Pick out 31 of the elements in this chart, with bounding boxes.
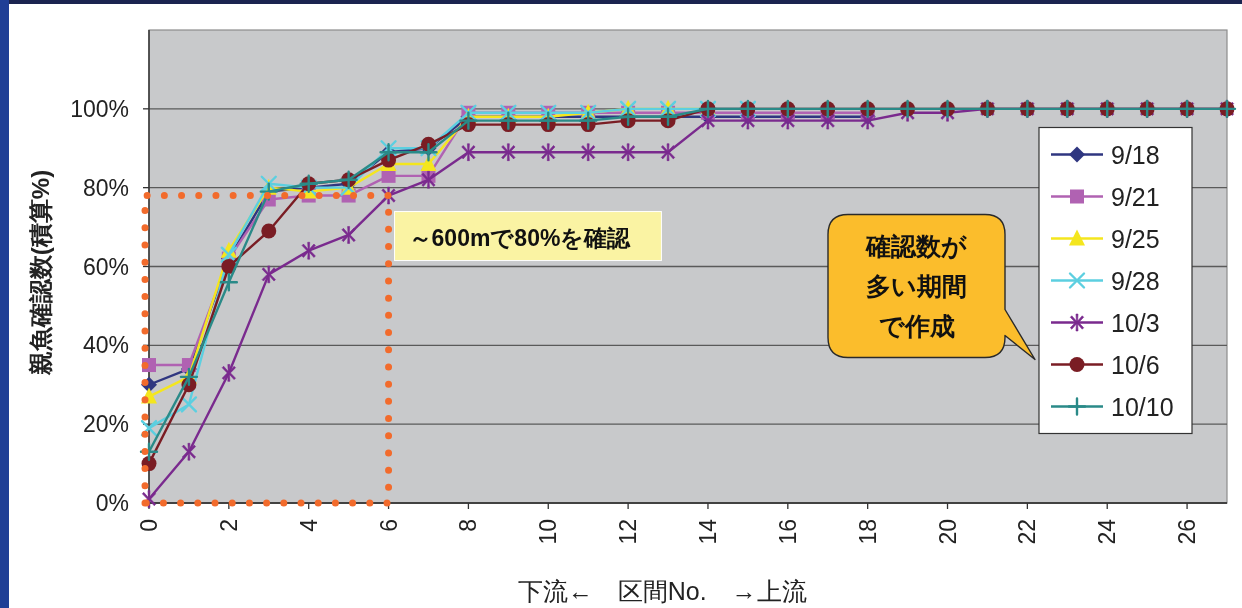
x-tick-label: 16 [774,519,801,545]
y-tick-label: 0% [95,490,129,516]
x-tick-label: 22 [1014,519,1041,545]
legend-label: 10/3 [1111,308,1160,337]
y-tick-label: 60% [82,253,129,280]
x-tick-label: 20 [934,519,961,545]
legend-label: 9/25 [1111,224,1160,253]
x-axis-title: 下流← 区間No. →上流 [517,577,807,605]
x-tick-label: 26 [1174,519,1201,545]
legend-label: 9/18 [1111,140,1160,169]
x-tick-label: 8 [455,519,482,532]
legend-label: 9/28 [1111,266,1160,295]
x-tick-label: 4 [295,518,322,532]
x-tick-label: 24 [1094,518,1121,545]
y-axis-title: 親魚確認数(積算%) [26,169,54,377]
x-tick-label: 10 [535,519,562,545]
x-tick-label: 2 [215,519,242,532]
legend-label: 10/6 [1111,350,1160,379]
annotation: ～600mで80%を確認 [408,224,632,251]
legend-label: 10/10 [1111,392,1174,421]
x-tick-label: 0 [136,519,162,532]
x-tick-label: 6 [375,519,402,532]
y-tick-label: 100% [70,95,129,122]
annotation: 確認数が多い期間で作成 [864,231,968,342]
x-tick-label: 14 [694,518,721,545]
legend-label: 9/21 [1111,182,1160,211]
y-tick-label: 80% [82,174,129,201]
y-tick-label: 20% [82,411,129,438]
x-tick-label: 12 [615,519,642,545]
y-tick-label: 40% [82,332,129,359]
x-tick-label: 18 [854,519,881,545]
